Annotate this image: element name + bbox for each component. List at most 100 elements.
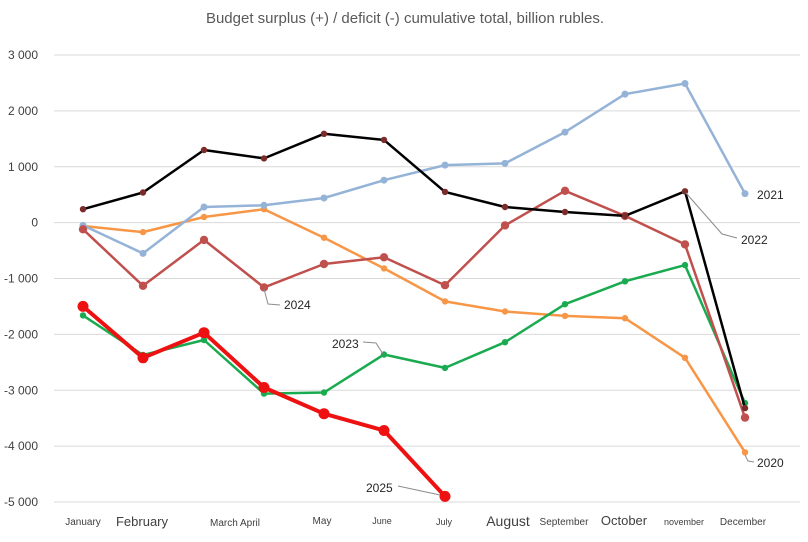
data-point-2025 (137, 352, 149, 364)
data-point-2021 (501, 159, 509, 167)
data-point-2020 (139, 228, 147, 236)
data-point-2022 (501, 203, 509, 211)
data-point-2022 (741, 404, 749, 412)
data-point-2021 (441, 161, 449, 169)
series-line-2023 (81, 263, 747, 405)
data-point-2022 (260, 155, 268, 162)
series-2022 (79, 130, 749, 412)
data-point-2023 (200, 336, 208, 344)
data-point-2024 (500, 221, 510, 230)
series-line-2022 (81, 132, 747, 410)
series-2024 (78, 186, 750, 422)
x-tick-label: november (664, 517, 704, 527)
series-lines (77, 80, 750, 502)
annotation-2024: 2024 (284, 298, 311, 312)
data-point-2020 (561, 312, 569, 320)
series-2021 (79, 80, 749, 257)
x-tick-label: December (720, 517, 767, 528)
annotation-2021: 2021 (757, 188, 784, 202)
data-point-2021 (139, 249, 147, 257)
data-point-2020 (741, 449, 749, 456)
x-axis-ticks: January February March April May June July Aug… (65, 513, 767, 529)
series-line-2025 (81, 304, 447, 499)
series-line-2021 (81, 82, 747, 255)
data-point-2020 (200, 213, 208, 221)
x-tick-label: September (540, 517, 590, 528)
data-point-2025 (258, 382, 270, 393)
x-tick-label: June (372, 516, 392, 526)
series-2025 (77, 300, 451, 502)
data-point-2022 (79, 206, 87, 213)
annotation-2025: 2025 (366, 481, 393, 495)
data-point-2024 (199, 235, 209, 245)
data-point-2020 (681, 354, 689, 361)
data-point-2022 (681, 188, 689, 195)
x-tick-label: July (436, 517, 453, 527)
data-point-2022 (320, 130, 328, 137)
leader-line-2023 (362, 341, 384, 355)
data-point-2024 (680, 240, 690, 249)
data-point-2023 (621, 278, 629, 285)
data-point-2021 (200, 203, 208, 211)
gridlines (54, 54, 800, 503)
data-point-2023 (79, 312, 87, 319)
data-point-2020 (380, 265, 388, 272)
leader-line-2022 (685, 192, 738, 239)
leader-line-2024 (263, 288, 281, 306)
data-point-2022 (561, 208, 569, 216)
data-point-2021 (561, 128, 569, 136)
data-point-2024 (740, 413, 750, 422)
data-point-2021 (681, 80, 689, 87)
y-tick-label: -1 000 (4, 272, 38, 286)
series-line-2020 (81, 207, 747, 454)
data-point-2020 (621, 315, 629, 322)
data-point-2023 (320, 389, 328, 396)
chart-title: Budget surplus (+) / deficit (-) cumulat… (206, 10, 604, 27)
series-line-2024 (81, 189, 747, 419)
data-point-2022 (139, 189, 147, 196)
annotation-2022: 2022 (741, 233, 768, 247)
series-2020 (79, 206, 749, 456)
y-tick-label: 3 000 (8, 48, 38, 62)
annotation-2020: 2020 (757, 456, 784, 470)
x-tick-label: January (65, 517, 101, 528)
data-point-2020 (441, 298, 449, 305)
data-point-2023 (561, 301, 569, 308)
data-point-2020 (501, 308, 509, 315)
y-tick-label: 2 000 (8, 104, 38, 118)
series-annotations: 2021 2022 2024 2023 2020 2025 (263, 188, 784, 496)
data-point-2022 (621, 212, 629, 220)
x-tick-label: February (116, 514, 169, 529)
leader-line-2020 (744, 454, 755, 463)
y-tick-label: -5 000 (4, 495, 38, 509)
x-tick-label: October (601, 513, 648, 528)
data-point-2024 (259, 283, 269, 292)
x-tick-label: May (313, 516, 332, 527)
data-point-2024 (560, 186, 570, 195)
data-point-2021 (741, 190, 749, 198)
data-point-2021 (260, 201, 268, 209)
data-point-2024 (78, 225, 88, 234)
data-point-2022 (380, 136, 388, 144)
data-point-2025 (318, 408, 330, 420)
data-point-2023 (441, 364, 449, 372)
data-point-2022 (441, 188, 449, 196)
y-tick-label: 0 (31, 216, 38, 230)
data-point-2025 (77, 300, 89, 312)
y-tick-label: -3 000 (4, 383, 38, 397)
data-point-2023 (501, 339, 509, 346)
x-tick-label: August (486, 513, 530, 529)
leader-line-2025 (397, 485, 441, 496)
data-point-2025 (439, 490, 451, 502)
data-point-2021 (380, 176, 388, 184)
data-point-2021 (621, 90, 629, 98)
data-point-2025 (198, 327, 210, 339)
data-point-2020 (320, 234, 328, 241)
data-point-2024 (319, 259, 329, 269)
annotation-2023: 2023 (332, 337, 359, 351)
y-tick-label: -2 000 (4, 327, 38, 341)
data-point-2022 (200, 146, 208, 154)
y-tick-label: -4 000 (4, 439, 38, 453)
